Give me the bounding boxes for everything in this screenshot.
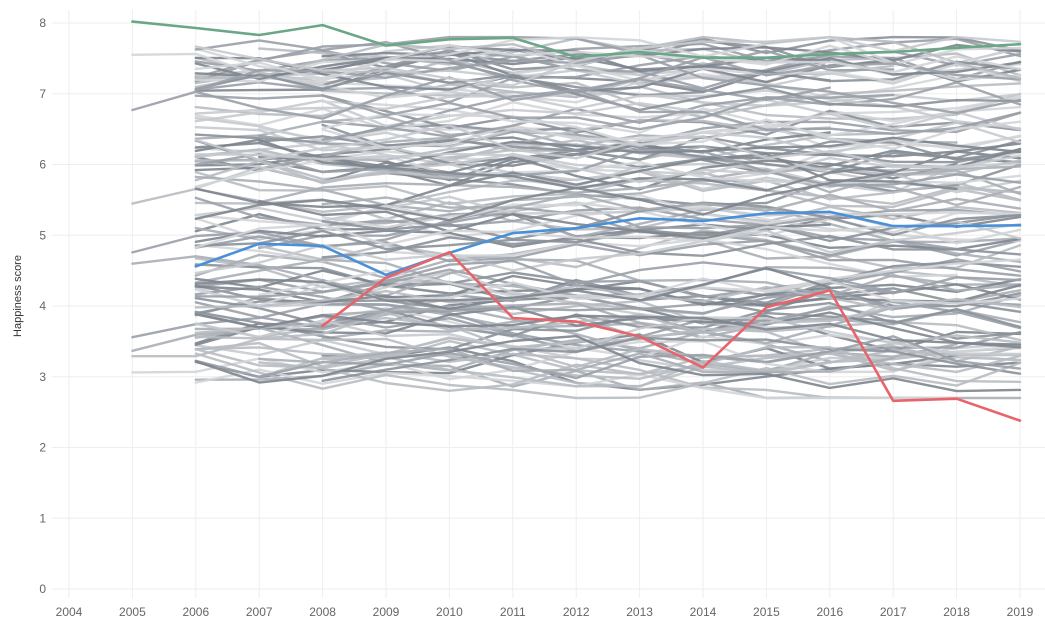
x-tick-label: 2013 [626,605,653,619]
y-tick-label: 4 [39,299,46,313]
highlighted-country-line [194,210,1022,277]
background-country-line [258,347,895,374]
background-country-line [131,255,1022,298]
background-country-line [194,269,1022,308]
background-country-line [194,222,1022,275]
background-country-line [194,171,895,222]
y-tick-label: 6 [39,158,46,172]
background-country-line [321,81,1022,139]
background-country-line [194,223,1022,249]
background-country-line [194,335,1022,380]
background-country-line [131,231,1022,277]
background-country-line [194,352,1022,400]
background-country-line [258,135,1022,164]
x-tick-label: 2018 [943,605,970,619]
x-tick-label: 2004 [56,605,83,619]
x-tick-label: 2012 [563,605,590,619]
background-country-line [131,76,831,120]
background-country-line [194,35,1022,83]
background-country-line [194,148,1022,187]
background-country-line [194,267,831,302]
background-country-line [194,327,1022,374]
background-country-line [321,334,1022,388]
x-tick-label: 2005 [119,605,146,619]
background-country-line [194,258,1022,307]
x-tick-label: 2009 [373,605,400,619]
background-country-line [194,306,1022,349]
y-tick-label: 8 [39,16,46,30]
x-tick-label: 2010 [436,605,463,619]
x-tick-label: 2019 [1007,605,1034,619]
background-country-line [194,297,1022,340]
background-country-line [258,351,831,400]
background-country-line [131,337,1022,384]
background-series-group [131,35,1022,400]
background-country-line [321,96,1022,149]
background-country-line [194,168,1022,213]
background-country-line [194,289,1022,345]
background-country-line [194,53,1022,115]
y-tick-label: 7 [39,87,46,101]
background-country-line [194,339,1022,376]
x-tick-label: 2007 [246,605,273,619]
background-country-line [321,94,1022,137]
background-country-line [321,234,1022,259]
highlighted-country-line [131,20,1022,60]
y-tick-label: 1 [39,511,46,525]
background-country-line [194,152,958,209]
background-country-line [258,348,1022,392]
background-country-line [194,93,895,131]
x-axis: 2004 2005 2006 2007 2008 2009 2010 2011 2012 2013… [56,605,1034,619]
y-tick-label: 0 [39,582,46,596]
background-country-line [194,116,1022,155]
y-axis: 0 1 2 3 4 5 6 7 8 [39,16,46,596]
highlight-series-group [131,20,1022,422]
x-tick-label: 2011 [500,605,526,619]
y-tick-label: 5 [39,228,46,242]
background-country-line [321,336,1022,382]
highlighted-country-line [321,250,1022,422]
y-tick-label: 3 [39,370,46,384]
background-country-line [194,336,1022,372]
background-country-line [258,269,1022,305]
background-country-line [258,179,1022,207]
x-tick-label: 2006 [182,605,209,619]
background-country-line [194,316,1022,356]
background-country-line [321,88,1022,141]
background-country-line [194,289,1022,329]
x-tick-label: 2014 [690,605,717,619]
y-axis-title: Happiness score [12,255,24,337]
background-country-line [321,112,1022,151]
y-tick-label: 2 [39,441,46,455]
x-tick-label: 2015 [753,605,780,619]
background-country-line [194,170,1022,209]
x-tick-label: 2008 [309,605,336,619]
background-country-line [194,284,1022,311]
x-tick-label: 2016 [816,605,843,619]
background-country-line [194,152,1022,184]
background-country-line [194,213,1022,251]
x-tick-label: 2017 [880,605,907,619]
background-country-line [194,196,1022,228]
background-country-line [321,123,1022,174]
background-country-line [194,124,1022,170]
